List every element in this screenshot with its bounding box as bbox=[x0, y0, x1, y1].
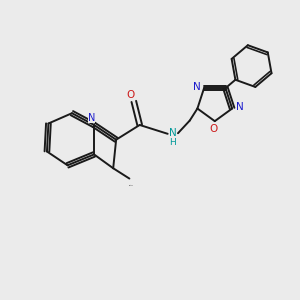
Text: O: O bbox=[126, 90, 134, 100]
Text: O: O bbox=[209, 124, 218, 134]
Text: N: N bbox=[88, 113, 95, 124]
Text: N: N bbox=[236, 102, 243, 112]
Text: methyl: methyl bbox=[129, 184, 134, 186]
Text: N: N bbox=[169, 128, 177, 138]
Text: H: H bbox=[169, 137, 176, 146]
Text: N: N bbox=[193, 82, 201, 92]
